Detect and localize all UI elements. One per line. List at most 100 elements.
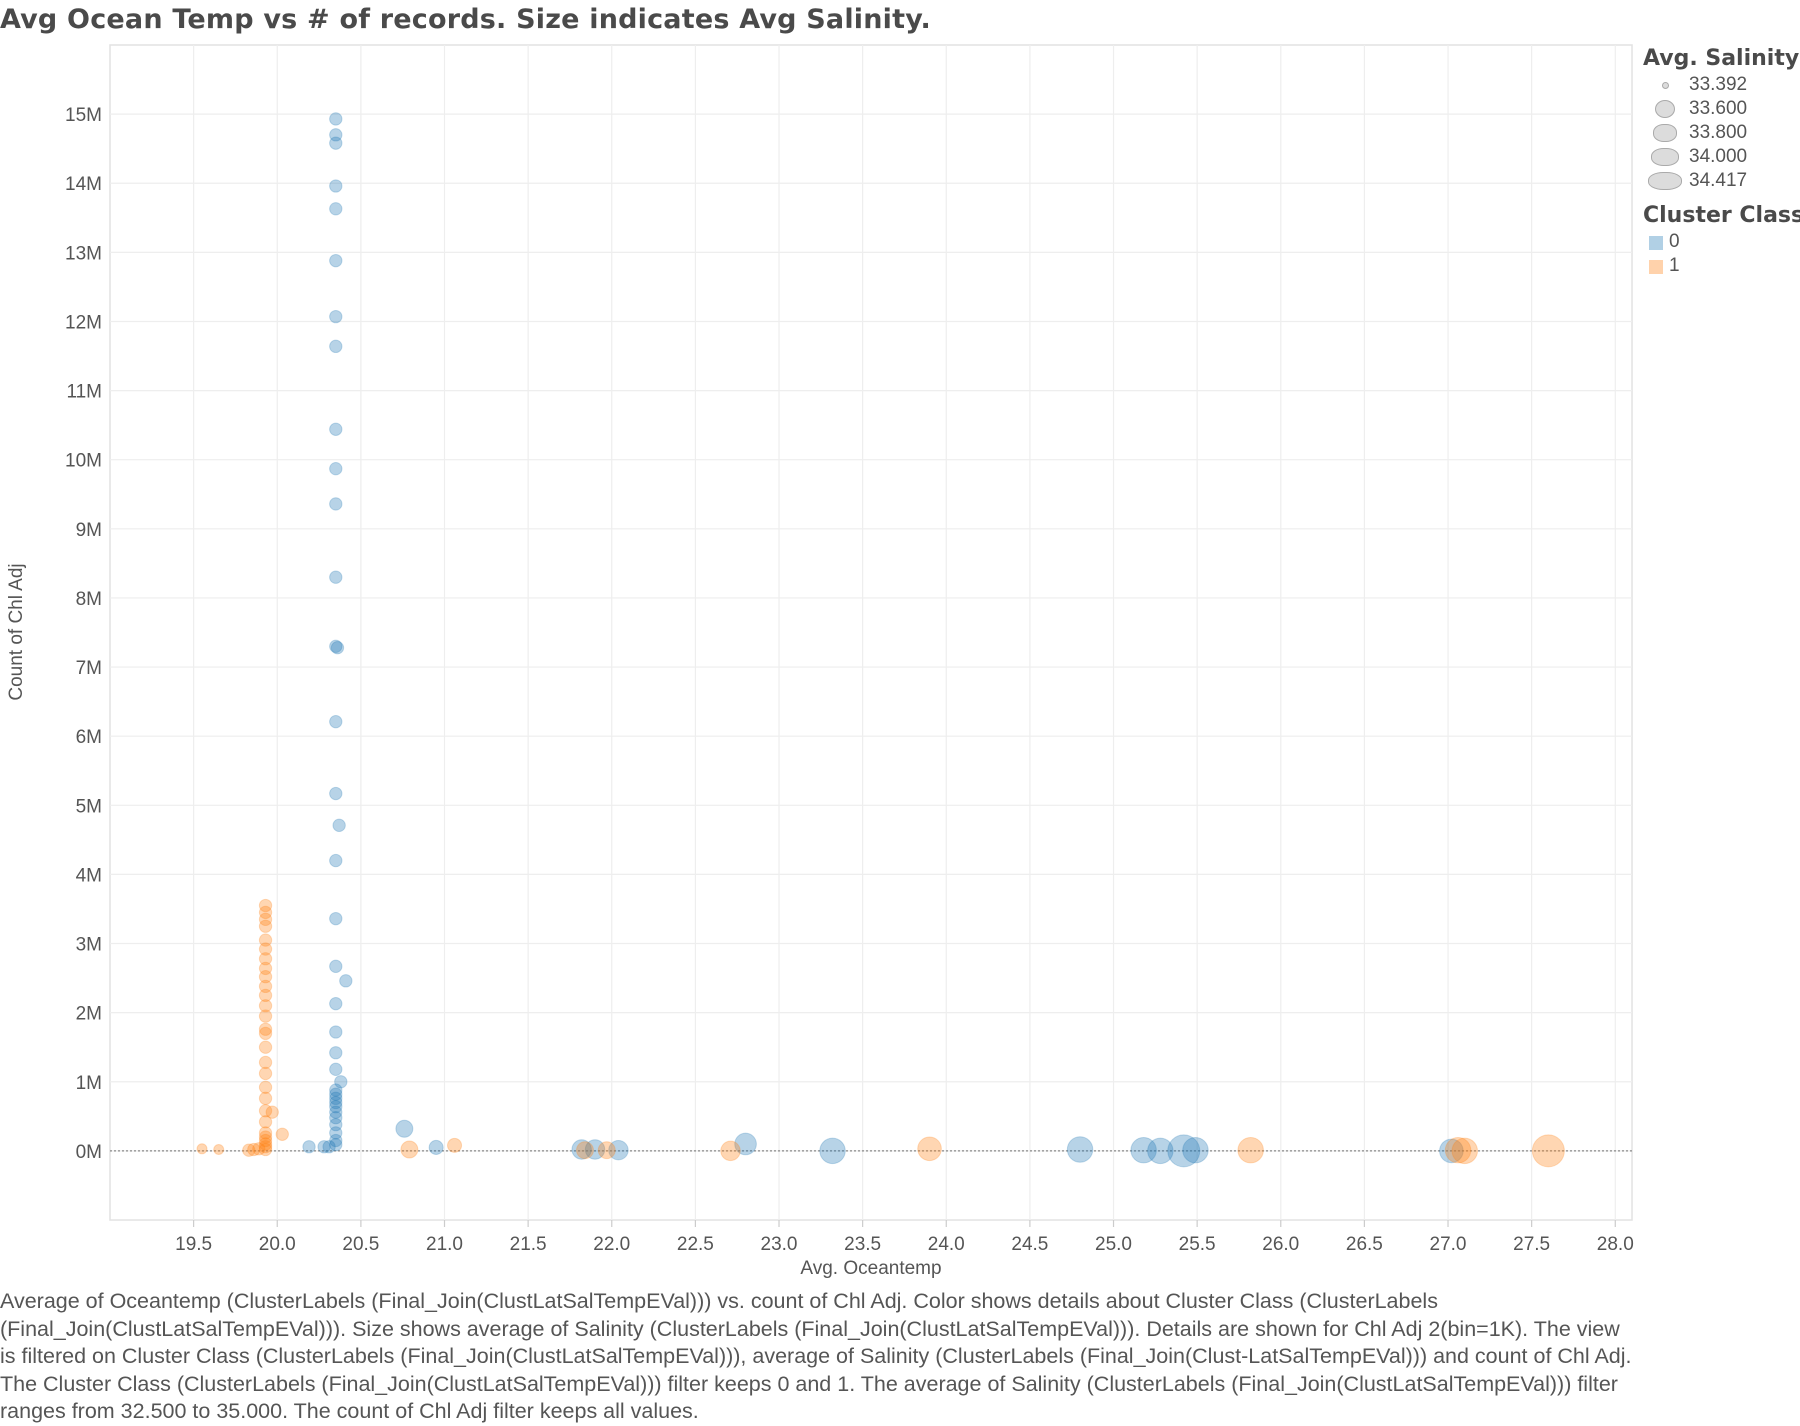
data-point-cluster-1[interactable] [258,1040,273,1054]
data-point-cluster-0[interactable] [329,570,343,584]
data-point-cluster-0[interactable] [329,1126,343,1140]
data-point-cluster-1[interactable] [258,919,273,933]
data-point-cluster-0[interactable] [329,1105,343,1119]
data-point-cluster-0[interactable] [332,818,346,833]
data-point-cluster-0[interactable] [395,1119,414,1138]
data-point-cluster-0[interactable] [329,1087,343,1101]
data-point-cluster-0[interactable] [329,1137,343,1152]
data-point-cluster-0[interactable] [329,422,343,436]
data-point-cluster-1[interactable] [258,942,273,956]
data-point-cluster-0[interactable] [329,853,343,868]
data-point-cluster-1[interactable] [1237,1136,1264,1164]
data-point-cluster-1[interactable] [258,905,273,920]
data-point-cluster-1[interactable] [258,961,273,976]
data-point-cluster-0[interactable] [330,641,345,655]
data-point-cluster-1[interactable] [258,898,273,913]
data-point-cluster-0[interactable] [329,1117,343,1132]
data-point-cluster-1[interactable] [917,1136,942,1162]
data-point-cluster-1[interactable] [258,1104,273,1118]
data-point-cluster-0[interactable] [1147,1137,1174,1165]
data-point-cluster-1[interactable] [258,1137,273,1151]
data-point-cluster-1[interactable] [400,1140,419,1159]
data-point-cluster-0[interactable] [1182,1136,1209,1164]
data-point-cluster-0[interactable] [329,497,343,511]
data-point-cluster-0[interactable] [1130,1136,1157,1164]
data-point-cluster-0[interactable] [329,1095,343,1110]
data-point-cluster-1[interactable] [1451,1137,1478,1165]
data-point-cluster-0[interactable] [329,112,343,126]
data-point-cluster-0[interactable] [1439,1138,1464,1164]
data-point-cluster-1[interactable] [1444,1136,1472,1164]
data-point-cluster-0[interactable] [334,1075,348,1089]
data-point-cluster-1[interactable] [258,1130,273,1144]
data-point-cluster-0[interactable] [329,1046,343,1060]
data-point-cluster-0[interactable] [329,639,343,653]
data-points[interactable] [196,112,1565,1168]
data-point-cluster-0[interactable] [329,911,343,926]
data-point-cluster-0[interactable] [322,1140,336,1154]
data-point-cluster-1[interactable] [258,1026,273,1041]
color-legend-item[interactable]: 0 [1643,230,1800,254]
data-point-cluster-0[interactable] [329,1099,343,1114]
data-point-cluster-0[interactable] [329,202,343,216]
data-point-cluster-1[interactable] [258,1066,273,1081]
data-point-cluster-1[interactable] [258,1091,273,1106]
data-point-cluster-1[interactable] [258,912,273,927]
data-point-cluster-0[interactable] [339,974,353,988]
data-point-cluster-0[interactable] [329,179,343,193]
data-point-cluster-0[interactable] [317,1140,331,1154]
data-point-cluster-0[interactable] [819,1137,846,1165]
data-point-cluster-1[interactable] [258,979,273,994]
data-point-cluster-1[interactable] [258,1142,273,1157]
data-point-cluster-1[interactable] [258,999,273,1013]
data-point-cluster-0[interactable] [571,1139,592,1160]
data-point-cluster-1[interactable] [447,1137,463,1153]
data-point-cluster-1[interactable] [258,1055,273,1070]
data-point-cluster-1[interactable] [258,952,273,966]
data-point-cluster-0[interactable] [329,786,343,801]
data-point-cluster-1[interactable] [258,1133,273,1148]
data-point-cluster-1[interactable] [1531,1134,1565,1168]
data-point-cluster-1[interactable] [213,1144,225,1155]
data-point-cluster-0[interactable] [734,1132,757,1156]
data-point-cluster-1[interactable] [258,933,273,947]
data-point-cluster-1[interactable] [576,1141,594,1160]
data-point-cluster-0[interactable] [329,309,343,324]
data-point-cluster-1[interactable] [258,1140,273,1154]
data-point-cluster-0[interactable] [329,1091,343,1106]
data-point-cluster-1[interactable] [258,970,273,984]
data-point-cluster-0[interactable] [329,136,343,150]
data-point-cluster-1[interactable] [258,1126,273,1140]
data-point-cluster-0[interactable] [428,1139,444,1155]
data-point-cluster-1[interactable] [275,1127,289,1141]
data-point-cluster-0[interactable] [329,959,343,974]
data-point-cluster-0[interactable] [329,1111,343,1125]
data-point-cluster-0[interactable] [329,1133,343,1148]
data-point-cluster-1[interactable] [720,1140,741,1162]
data-point-cluster-1[interactable] [597,1141,616,1160]
data-point-cluster-0[interactable] [329,339,343,354]
color-legend-item[interactable]: 1 [1643,254,1800,278]
data-point-cluster-0[interactable] [329,253,343,268]
data-point-cluster-1[interactable] [258,988,273,1003]
data-point-cluster-0[interactable] [329,128,343,142]
data-point-cluster-0[interactable] [329,1083,343,1097]
data-point-cluster-0[interactable] [584,1139,606,1160]
data-point-cluster-1[interactable] [258,1115,273,1129]
data-point-cluster-0[interactable] [329,462,343,476]
data-point-cluster-0[interactable] [302,1140,316,1154]
data-point-cluster-1[interactable] [252,1142,266,1156]
data-point-cluster-1[interactable] [258,1022,273,1036]
data-point-cluster-0[interactable] [329,996,343,1011]
data-point-cluster-0[interactable] [329,1025,343,1039]
data-point-cluster-0[interactable] [1066,1136,1094,1163]
data-point-cluster-1[interactable] [242,1143,256,1157]
data-point-cluster-1[interactable] [265,1105,279,1119]
data-point-cluster-1[interactable] [258,1009,273,1023]
data-point-cluster-1[interactable] [247,1142,261,1157]
data-point-cluster-0[interactable] [608,1139,629,1161]
data-point-cluster-0[interactable] [329,1062,343,1076]
data-point-cluster-1[interactable] [258,1080,273,1094]
data-point-cluster-0[interactable] [1167,1134,1201,1168]
data-point-cluster-1[interactable] [196,1143,208,1155]
